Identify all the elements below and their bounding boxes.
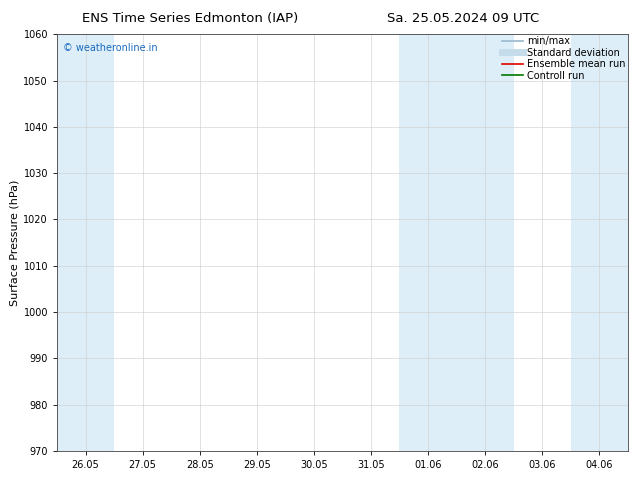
Text: Sa. 25.05.2024 09 UTC: Sa. 25.05.2024 09 UTC [387, 12, 539, 25]
Bar [57, 34, 114, 451]
Bar [399, 34, 514, 451]
Y-axis label: Surface Pressure (hPa): Surface Pressure (hPa) [10, 179, 19, 306]
Text: ENS Time Series Edmonton (IAP): ENS Time Series Edmonton (IAP) [82, 12, 299, 25]
Text: © weatheronline.in: © weatheronline.in [63, 43, 157, 52]
Bar [571, 34, 628, 451]
Legend: min/max, Standard deviation, Ensemble mean run, Controll run: min/max, Standard deviation, Ensemble me… [502, 36, 626, 81]
